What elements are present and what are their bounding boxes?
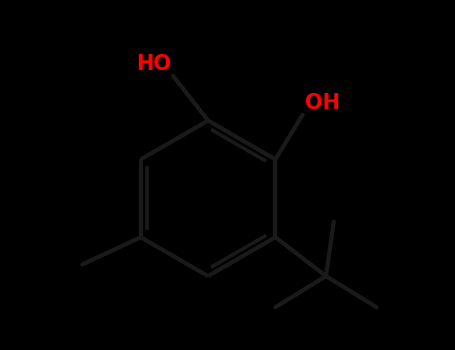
Text: HO: HO (136, 54, 171, 74)
Text: OH: OH (304, 93, 339, 113)
